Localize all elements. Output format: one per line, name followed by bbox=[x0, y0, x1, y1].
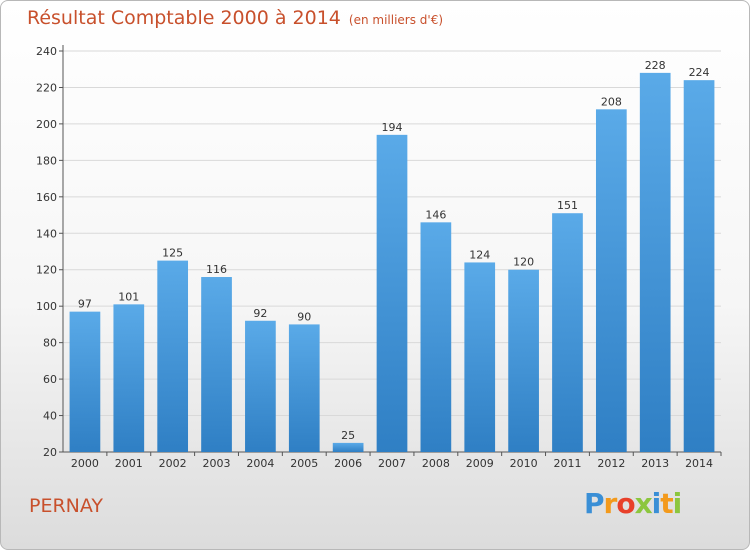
bar-2013 bbox=[639, 72, 671, 452]
bar-2003 bbox=[201, 277, 232, 452]
proxiti-logo: Proxiti bbox=[584, 487, 683, 520]
y-tick-label: 20 bbox=[43, 446, 57, 459]
y-tick-label: 80 bbox=[43, 337, 57, 350]
data-label: 124 bbox=[469, 248, 490, 261]
data-label: 125 bbox=[162, 247, 183, 260]
data-label: 97 bbox=[78, 298, 92, 311]
data-label: 120 bbox=[513, 256, 534, 269]
bar-2001 bbox=[113, 304, 145, 452]
bar-2012 bbox=[595, 109, 627, 452]
bar-2008 bbox=[420, 222, 452, 452]
x-tick-label: 2001 bbox=[115, 457, 143, 470]
y-tick-label: 160 bbox=[36, 191, 57, 204]
y-tick-label: 140 bbox=[36, 227, 57, 240]
logo-letter: x bbox=[634, 487, 653, 520]
logo-letter: r bbox=[603, 487, 618, 520]
bar-2005 bbox=[288, 324, 320, 452]
x-tick-label: 2008 bbox=[422, 457, 450, 470]
bar-2000 bbox=[69, 311, 101, 452]
x-tick-label: 2011 bbox=[553, 457, 581, 470]
y-tick-label: 40 bbox=[43, 410, 57, 423]
y-tick-label: 220 bbox=[36, 81, 57, 94]
x-tick-label: 2014 bbox=[685, 457, 713, 470]
x-tick-label: 2002 bbox=[159, 457, 187, 470]
data-label: 151 bbox=[557, 199, 578, 212]
logo-letter: o bbox=[616, 487, 635, 520]
x-tick-label: 2013 bbox=[641, 457, 669, 470]
bar-2011 bbox=[552, 213, 583, 452]
logo-letter: i bbox=[672, 487, 683, 520]
x-tick-label: 2003 bbox=[203, 457, 231, 470]
data-label: 208 bbox=[601, 95, 622, 108]
x-tick-label: 2012 bbox=[597, 457, 625, 470]
data-label: 25 bbox=[341, 429, 355, 442]
chart-title: Résultat Comptable 2000 à 2014 (en millie… bbox=[27, 7, 443, 29]
data-label: 92 bbox=[253, 307, 267, 320]
x-tick-label: 2009 bbox=[466, 457, 494, 470]
chart-title-text: Résultat Comptable 2000 à 2014 bbox=[27, 7, 341, 29]
axes: 20 40 60 80 100 120 140 160 180 200 220 240 2000 2001… bbox=[36, 45, 722, 470]
logo-letter: t bbox=[660, 487, 673, 520]
bar-2002 bbox=[157, 260, 189, 452]
data-label: 228 bbox=[645, 59, 666, 72]
logo-letter: i bbox=[651, 487, 662, 520]
x-tick-label: 2006 bbox=[334, 457, 362, 470]
bar-2009 bbox=[464, 262, 496, 452]
bar-2007 bbox=[376, 134, 408, 452]
y-tick-label: 240 bbox=[36, 45, 57, 58]
chart-unit-text: (en milliers d'€) bbox=[348, 13, 444, 27]
y-tick-label: 200 bbox=[36, 118, 57, 131]
data-label: 90 bbox=[297, 310, 311, 323]
bars bbox=[69, 72, 715, 452]
data-label: 224 bbox=[689, 66, 710, 79]
x-tick-label: 2000 bbox=[71, 457, 99, 470]
bar-2004 bbox=[245, 320, 276, 452]
commune-name: PERNAY bbox=[29, 495, 104, 517]
data-label: 194 bbox=[382, 121, 403, 134]
bar-2010 bbox=[508, 269, 539, 452]
bar-2006 bbox=[332, 442, 364, 452]
x-tick-label: 2010 bbox=[510, 457, 538, 470]
x-tick-label: 2004 bbox=[246, 457, 274, 470]
data-label: 146 bbox=[425, 208, 446, 221]
data-label: 101 bbox=[118, 290, 139, 303]
x-tick-label: 2007 bbox=[378, 457, 406, 470]
y-tick-label: 100 bbox=[36, 300, 57, 313]
logo-letter: P bbox=[584, 487, 605, 520]
x-tick-label: 2005 bbox=[290, 457, 318, 470]
y-tick-label: 180 bbox=[36, 154, 57, 167]
data-labels: 97 101 125 116 92 90 25 194 146 124 120 151 208 228 22… bbox=[78, 59, 710, 442]
y-tick-label: 60 bbox=[43, 373, 57, 386]
y-tick-label: 120 bbox=[36, 264, 57, 277]
data-label: 116 bbox=[206, 263, 227, 276]
bar-2014 bbox=[683, 80, 715, 452]
